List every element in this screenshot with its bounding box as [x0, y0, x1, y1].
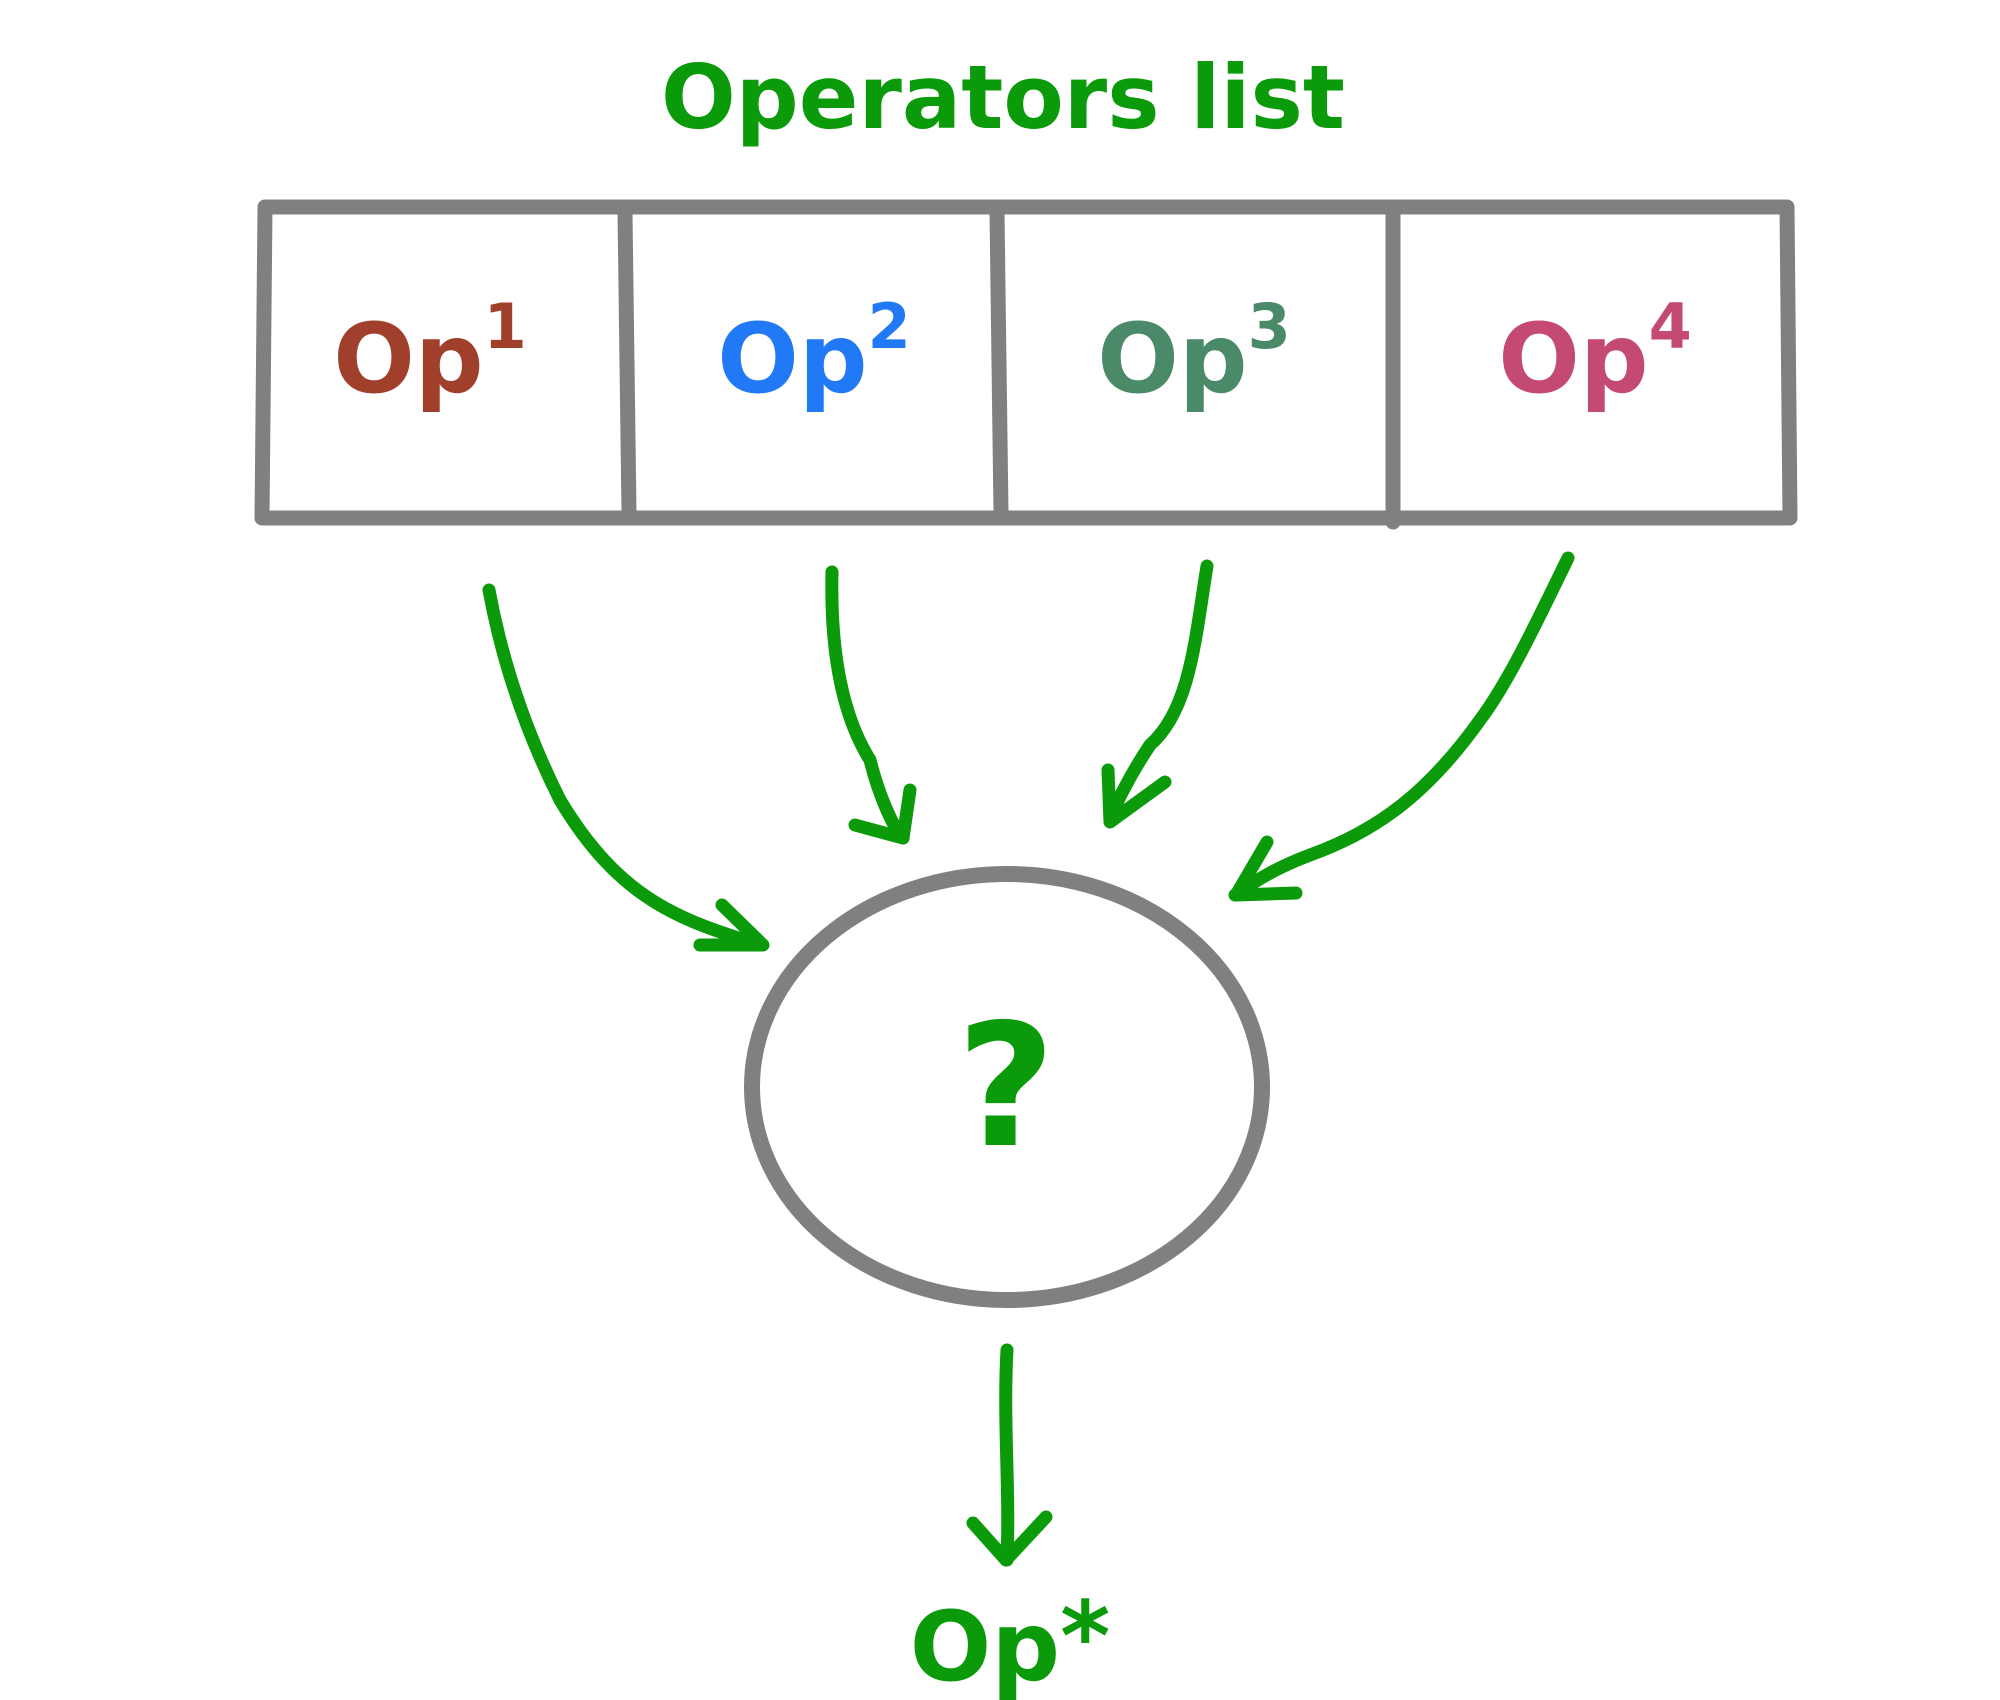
output-label: Op*	[910, 1581, 1111, 1700]
curved-arrow-icon	[482, 583, 767, 952]
arrowhead-icon	[1229, 835, 1303, 902]
operators-list-divider-1	[617, 205, 637, 521]
arrow-op2-to-combiner	[825, 565, 917, 845]
operators-list-outline	[254, 199, 1798, 526]
diagram-title: Operators list	[661, 46, 1345, 149]
operator-cell-1: Op1	[333, 290, 526, 415]
curved-arrow-icon	[825, 565, 910, 845]
operator-label-2-base: Op	[717, 303, 867, 415]
operator-label-1-index: 1	[484, 290, 527, 363]
operator-label-3-index: 3	[1248, 290, 1291, 363]
arrow-combiner-to-output	[966, 1343, 1053, 1567]
arrow-op4-to-combiner	[1228, 551, 1575, 902]
operator-label-4-base: Op	[1498, 303, 1648, 415]
operator-label-1-base: Op	[333, 303, 483, 415]
operator-cell-4: Op4	[1498, 290, 1691, 415]
operator-cell-3: Op3	[1097, 290, 1290, 415]
operator-label-3: Op3	[1097, 290, 1290, 415]
arrow-op1-to-combiner	[482, 583, 770, 952]
arrowhead-icon	[693, 898, 770, 952]
operator-label-4-index: 4	[1649, 290, 1692, 363]
operator-label-3-base: Op	[1097, 303, 1247, 415]
operators-list-divider-2	[989, 205, 1009, 521]
curved-arrow-icon	[1103, 559, 1214, 827]
operator-cell-2: Op2	[717, 290, 910, 415]
output-label-base: Op	[910, 1591, 1060, 1700]
arrow-op3-to-combiner	[1101, 559, 1214, 829]
combiner-question-mark: ?	[957, 988, 1056, 1186]
operator-label-2: Op2	[717, 290, 910, 415]
combiner-ellipse	[744, 866, 1270, 1308]
operator-label-2-index: 2	[868, 290, 911, 363]
straight-arrow-icon	[999, 1343, 1015, 1567]
operator-label-1: Op1	[333, 290, 526, 415]
operators-list-box	[254, 199, 1798, 530]
operator-label-4: Op4	[1498, 290, 1691, 415]
arrowhead-icon	[1101, 763, 1172, 829]
arrowhead-icon	[966, 1510, 1053, 1567]
output-label-suffix: *	[1060, 1581, 1110, 1693]
curved-arrow-icon	[1228, 551, 1575, 902]
arrowhead-icon	[848, 783, 917, 845]
